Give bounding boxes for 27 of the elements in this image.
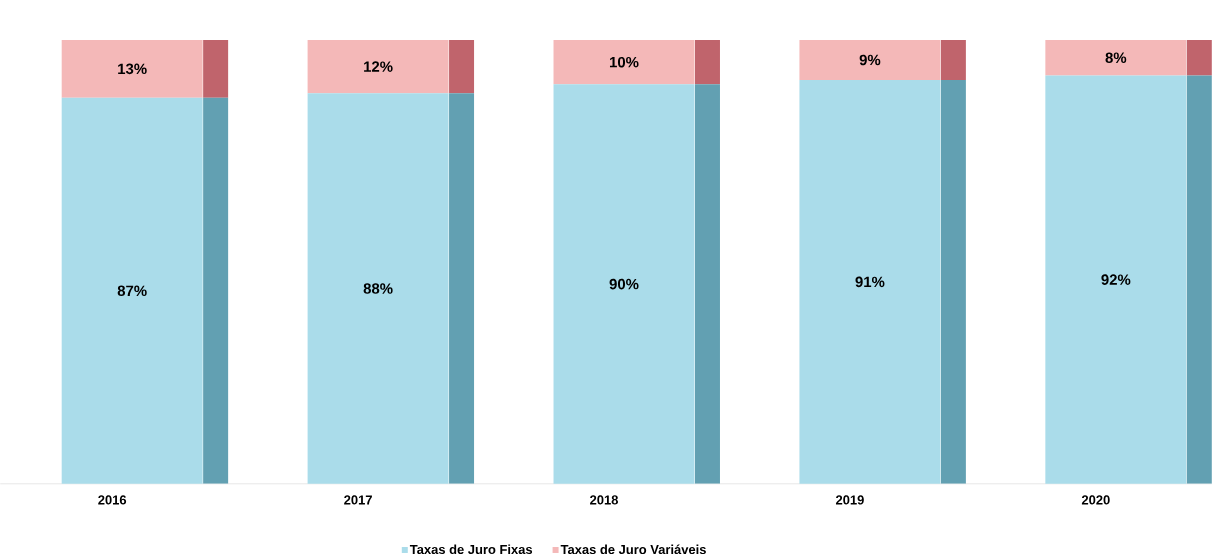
bar xyxy=(203,40,229,98)
x-tick-label: 2017 xyxy=(344,495,372,505)
data-label: 13% xyxy=(118,63,147,75)
data-label: 92% xyxy=(1101,274,1131,286)
data-label: 9% xyxy=(859,54,881,66)
x-tick-label: 2016 xyxy=(98,495,127,505)
bar xyxy=(1186,40,1212,76)
bar xyxy=(449,93,475,484)
bar xyxy=(203,97,229,484)
data-label: 8% xyxy=(1105,52,1127,64)
bar xyxy=(940,80,966,484)
bar xyxy=(449,40,475,94)
x-tick-label: 2019 xyxy=(835,495,864,505)
bar xyxy=(694,40,720,85)
bar xyxy=(940,40,966,81)
data-label: 10% xyxy=(609,56,639,68)
legend-label: Taxas de Juro Variáveis xyxy=(560,544,706,555)
data-label: 90% xyxy=(609,278,639,290)
x-tick-label: 2020 xyxy=(1081,495,1110,505)
data-label: 88% xyxy=(363,283,393,294)
data-label: 87% xyxy=(117,285,147,297)
data-label: 91% xyxy=(855,276,885,288)
legend-label: Taxas de Juro Fixas xyxy=(409,544,533,555)
bar xyxy=(1186,75,1212,484)
data-label: 12% xyxy=(364,61,393,72)
x-tick-label: 2018 xyxy=(590,495,619,505)
bar xyxy=(694,84,720,484)
